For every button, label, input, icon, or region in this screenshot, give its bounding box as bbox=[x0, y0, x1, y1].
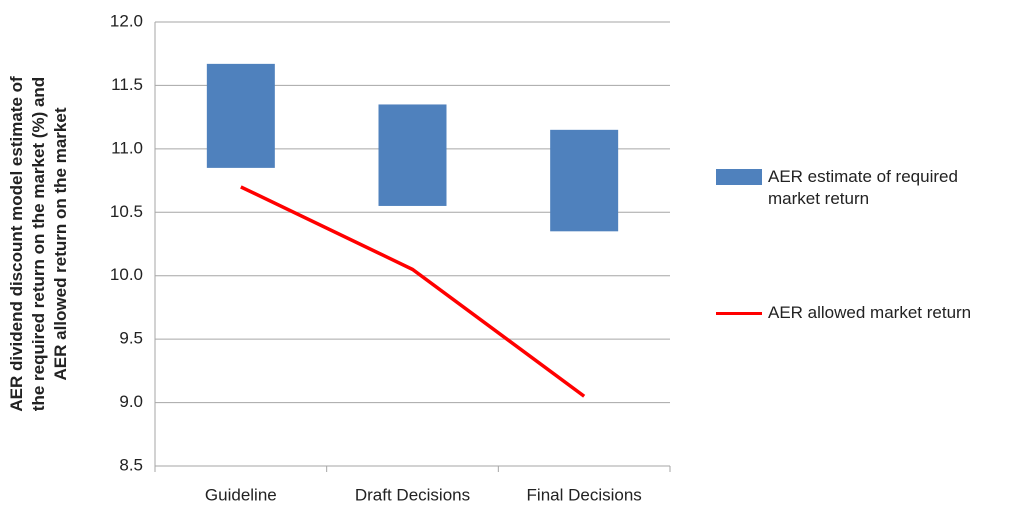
x-tick-label: Draft Decisions bbox=[355, 485, 470, 504]
y-tick-label: 9.0 bbox=[119, 392, 143, 411]
y-tick-label: 8.5 bbox=[119, 455, 143, 474]
legend-swatch bbox=[716, 169, 762, 185]
legend-label: AER allowed market return bbox=[768, 303, 972, 322]
range-bar bbox=[550, 129, 619, 232]
y-tick-label: 9.5 bbox=[119, 329, 143, 348]
legend-swatch bbox=[716, 312, 762, 315]
y-axis-title-line: the required return on the market (%) an… bbox=[29, 77, 48, 411]
y-axis-title: AER dividend discount model estimate of t… bbox=[7, 76, 70, 412]
y-tick-label: 11.0 bbox=[111, 138, 143, 157]
x-tick-label: Final Decisions bbox=[527, 485, 642, 504]
legend-item: AER estimate of required market return bbox=[716, 166, 998, 210]
range-bar bbox=[378, 104, 447, 206]
y-axis-title-line: AER dividend discount model estimate of bbox=[7, 76, 26, 412]
x-tick-label: Guideline bbox=[205, 485, 277, 504]
y-tick-label: 10.0 bbox=[110, 265, 143, 284]
legend-label: AER estimate of required market return bbox=[768, 167, 958, 208]
line-series bbox=[240, 185, 586, 398]
legend-item: AER allowed market return bbox=[716, 302, 998, 324]
y-tick-label: 10.5 bbox=[110, 202, 143, 221]
y-tick-label: 11.5 bbox=[111, 75, 143, 94]
y-tick-label: 12.0 bbox=[110, 11, 143, 30]
y-axis-title-line: AER allowed return on the market bbox=[51, 107, 70, 380]
range-bar bbox=[206, 63, 275, 168]
